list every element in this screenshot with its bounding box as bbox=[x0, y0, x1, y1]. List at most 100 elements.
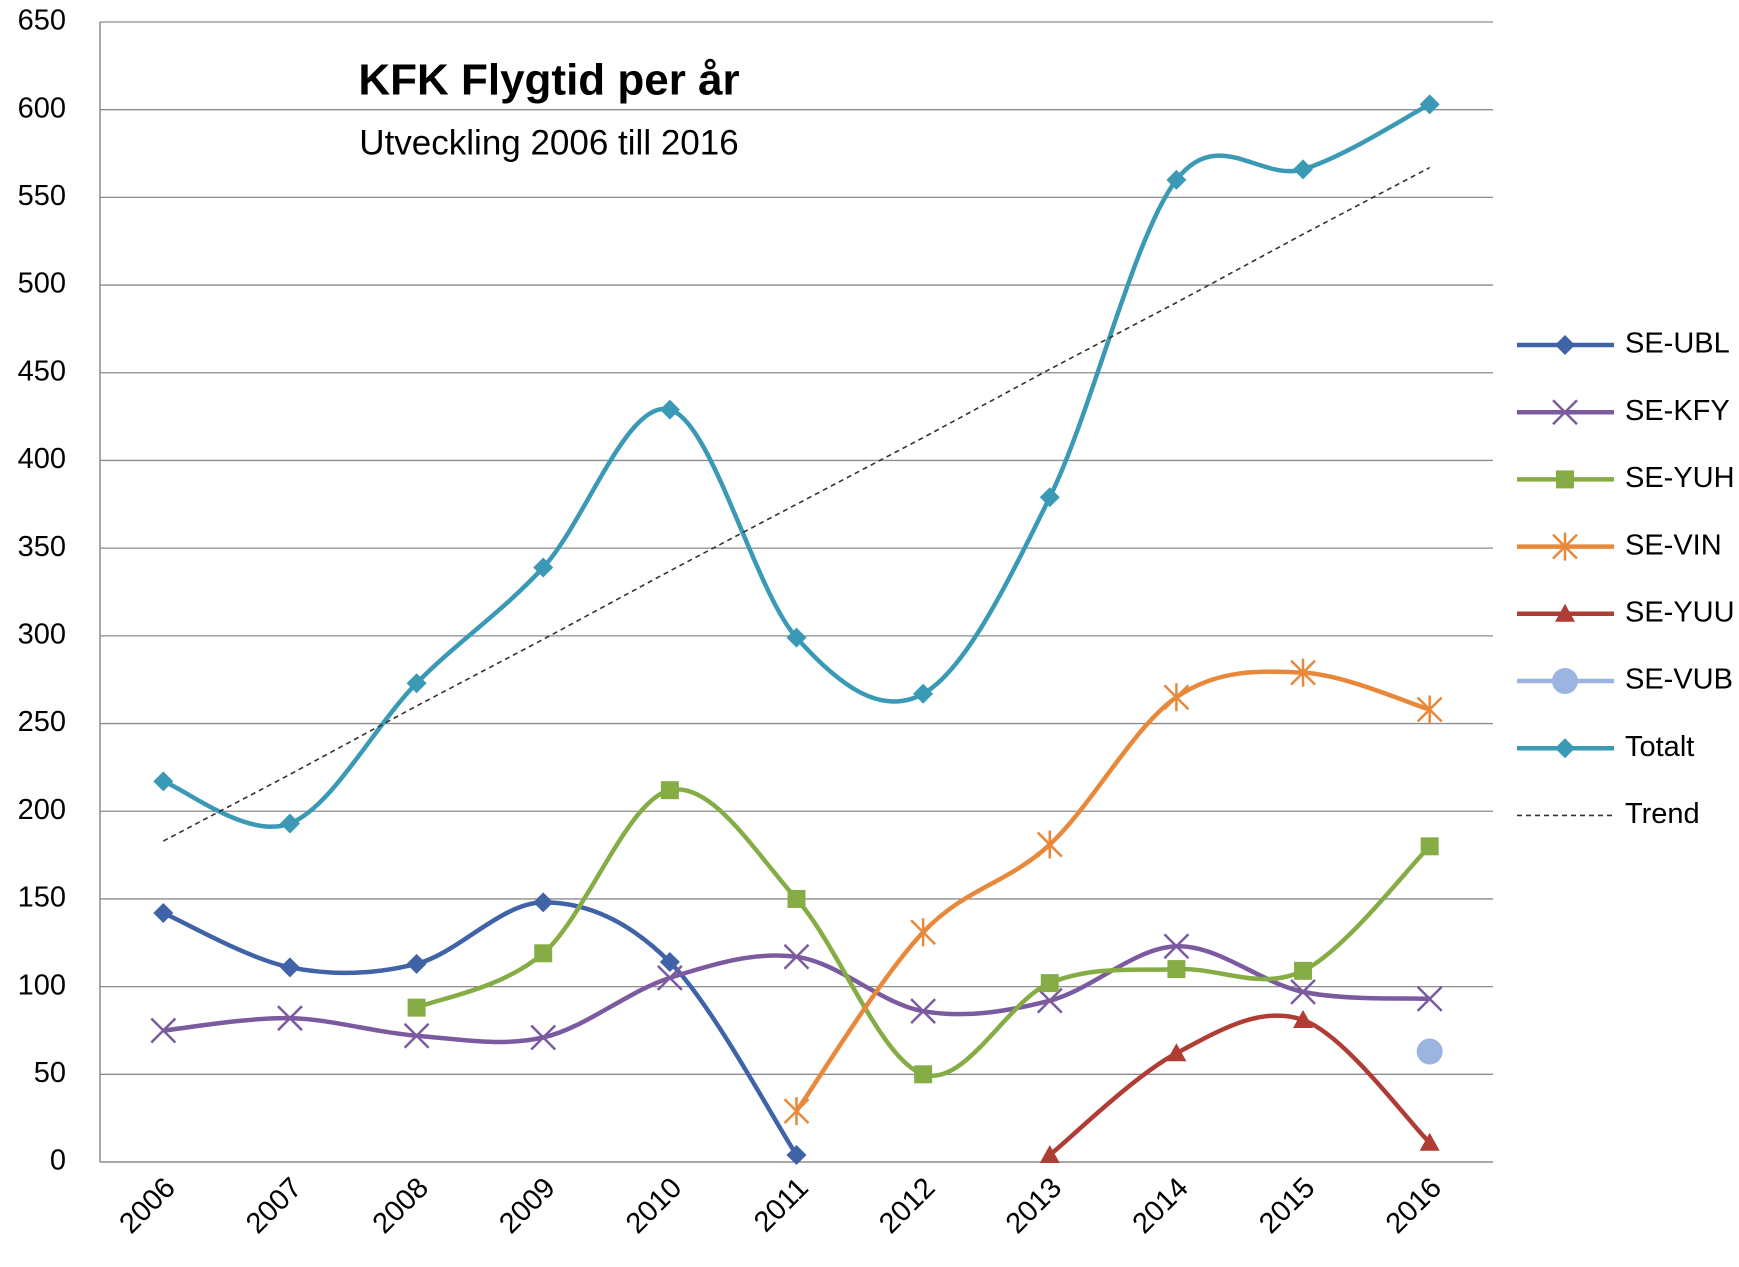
legend-label: SE-UBL bbox=[1625, 328, 1730, 360]
y-tick-label: 150 bbox=[18, 882, 66, 914]
series-line bbox=[162, 166, 1431, 842]
marker bbox=[656, 964, 683, 991]
series-line bbox=[1048, 1013, 1432, 1157]
marker bbox=[1166, 1043, 1187, 1062]
legend-item: SE-UBL bbox=[1517, 328, 1730, 360]
legend-item: SE-VIN bbox=[1517, 529, 1722, 561]
x-tick-label: 2009 bbox=[493, 1172, 561, 1240]
y-tick-label: 550 bbox=[18, 180, 66, 212]
marker bbox=[406, 673, 427, 694]
series-line bbox=[162, 900, 799, 1157]
chart-subtitle: Utveckling 2006 till 2016 bbox=[359, 123, 738, 162]
marker bbox=[1039, 1144, 1060, 1163]
marker bbox=[530, 1024, 557, 1051]
marker bbox=[1166, 169, 1187, 190]
marker bbox=[1040, 974, 1059, 993]
legend-item: Trend bbox=[1517, 798, 1700, 830]
series-line bbox=[163, 944, 1430, 1045]
x-tick-label: 2014 bbox=[1127, 1172, 1195, 1240]
marker bbox=[659, 399, 680, 420]
x-tick-label: 2011 bbox=[748, 1172, 815, 1239]
y-tick-label: 0 bbox=[50, 1145, 66, 1177]
marker bbox=[1294, 961, 1313, 980]
x-tick-label: 2013 bbox=[1000, 1172, 1068, 1240]
x-tick-label: 2015 bbox=[1253, 1172, 1321, 1240]
marker bbox=[1420, 837, 1439, 856]
marker bbox=[533, 892, 554, 913]
legend-label: SE-VUB bbox=[1625, 664, 1733, 696]
marker bbox=[153, 902, 174, 923]
marker bbox=[1556, 470, 1574, 489]
marker bbox=[279, 957, 300, 978]
marker bbox=[403, 1022, 430, 1049]
marker bbox=[783, 943, 810, 970]
marker bbox=[1416, 1038, 1443, 1065]
y-tick-label: 200 bbox=[18, 794, 66, 826]
marker bbox=[1036, 987, 1063, 1014]
marker bbox=[534, 944, 553, 963]
legend-label: SE-KFY bbox=[1625, 395, 1730, 427]
legend-label: SE-YUH bbox=[1625, 462, 1735, 494]
marker bbox=[407, 998, 426, 1017]
marker bbox=[1039, 487, 1060, 508]
marker bbox=[787, 889, 806, 908]
legend-item: SE-YUH bbox=[1517, 462, 1735, 494]
legend-label: Totalt bbox=[1625, 731, 1694, 763]
marker bbox=[786, 1144, 807, 1165]
marker bbox=[783, 1097, 810, 1126]
x-tick-label: 2012 bbox=[873, 1172, 941, 1240]
marker bbox=[150, 1017, 177, 1044]
legend-item: SE-YUU bbox=[1517, 596, 1735, 628]
x-tick-label: 2016 bbox=[1380, 1172, 1448, 1240]
marker bbox=[1167, 960, 1186, 979]
y-tick-label: 650 bbox=[18, 5, 66, 37]
marker bbox=[1555, 738, 1575, 759]
marker bbox=[659, 952, 680, 973]
legend-label: Trend bbox=[1625, 798, 1700, 830]
y-tick-label: 50 bbox=[34, 1057, 66, 1089]
y-tick-label: 100 bbox=[18, 969, 66, 1001]
legend-item: SE-VUB bbox=[1517, 664, 1733, 696]
legend-item: SE-KFY bbox=[1517, 395, 1730, 427]
series-line bbox=[162, 102, 1431, 829]
x-tick-label: 2008 bbox=[367, 1172, 435, 1240]
y-tick-label: 600 bbox=[18, 92, 66, 124]
marker bbox=[1552, 668, 1578, 694]
y-tick-label: 450 bbox=[18, 355, 66, 387]
marker bbox=[277, 1005, 303, 1032]
marker bbox=[1290, 658, 1316, 687]
marker bbox=[914, 1065, 933, 1084]
marker bbox=[533, 557, 554, 578]
y-tick-label: 500 bbox=[18, 268, 66, 300]
marker bbox=[910, 918, 937, 947]
marker bbox=[1419, 94, 1440, 115]
marker bbox=[786, 627, 807, 648]
y-tick-label: 300 bbox=[18, 619, 66, 651]
legend-item: Totalt bbox=[1517, 731, 1694, 763]
y-tick-label: 400 bbox=[18, 443, 66, 475]
marker bbox=[279, 813, 300, 834]
marker bbox=[1416, 695, 1443, 724]
marker bbox=[1552, 532, 1578, 561]
marker bbox=[1552, 399, 1578, 426]
marker bbox=[913, 683, 934, 704]
marker bbox=[1555, 335, 1575, 355]
marker bbox=[1036, 830, 1063, 859]
marker bbox=[1416, 986, 1443, 1012]
marker bbox=[1293, 159, 1314, 180]
marker bbox=[1555, 603, 1575, 622]
marker bbox=[1419, 1132, 1440, 1151]
marker bbox=[660, 781, 679, 800]
marker bbox=[153, 771, 174, 792]
legend-label: SE-YUU bbox=[1625, 596, 1735, 628]
y-tick-label: 350 bbox=[18, 531, 66, 563]
marker bbox=[1293, 1009, 1314, 1028]
legend-label: SE-VIN bbox=[1625, 529, 1722, 561]
marker bbox=[406, 953, 427, 974]
chart-title: KFK Flygtid per år bbox=[358, 56, 739, 105]
x-tick-label: 2007 bbox=[240, 1172, 308, 1240]
marker bbox=[910, 998, 937, 1025]
y-tick-label: 250 bbox=[18, 706, 66, 738]
